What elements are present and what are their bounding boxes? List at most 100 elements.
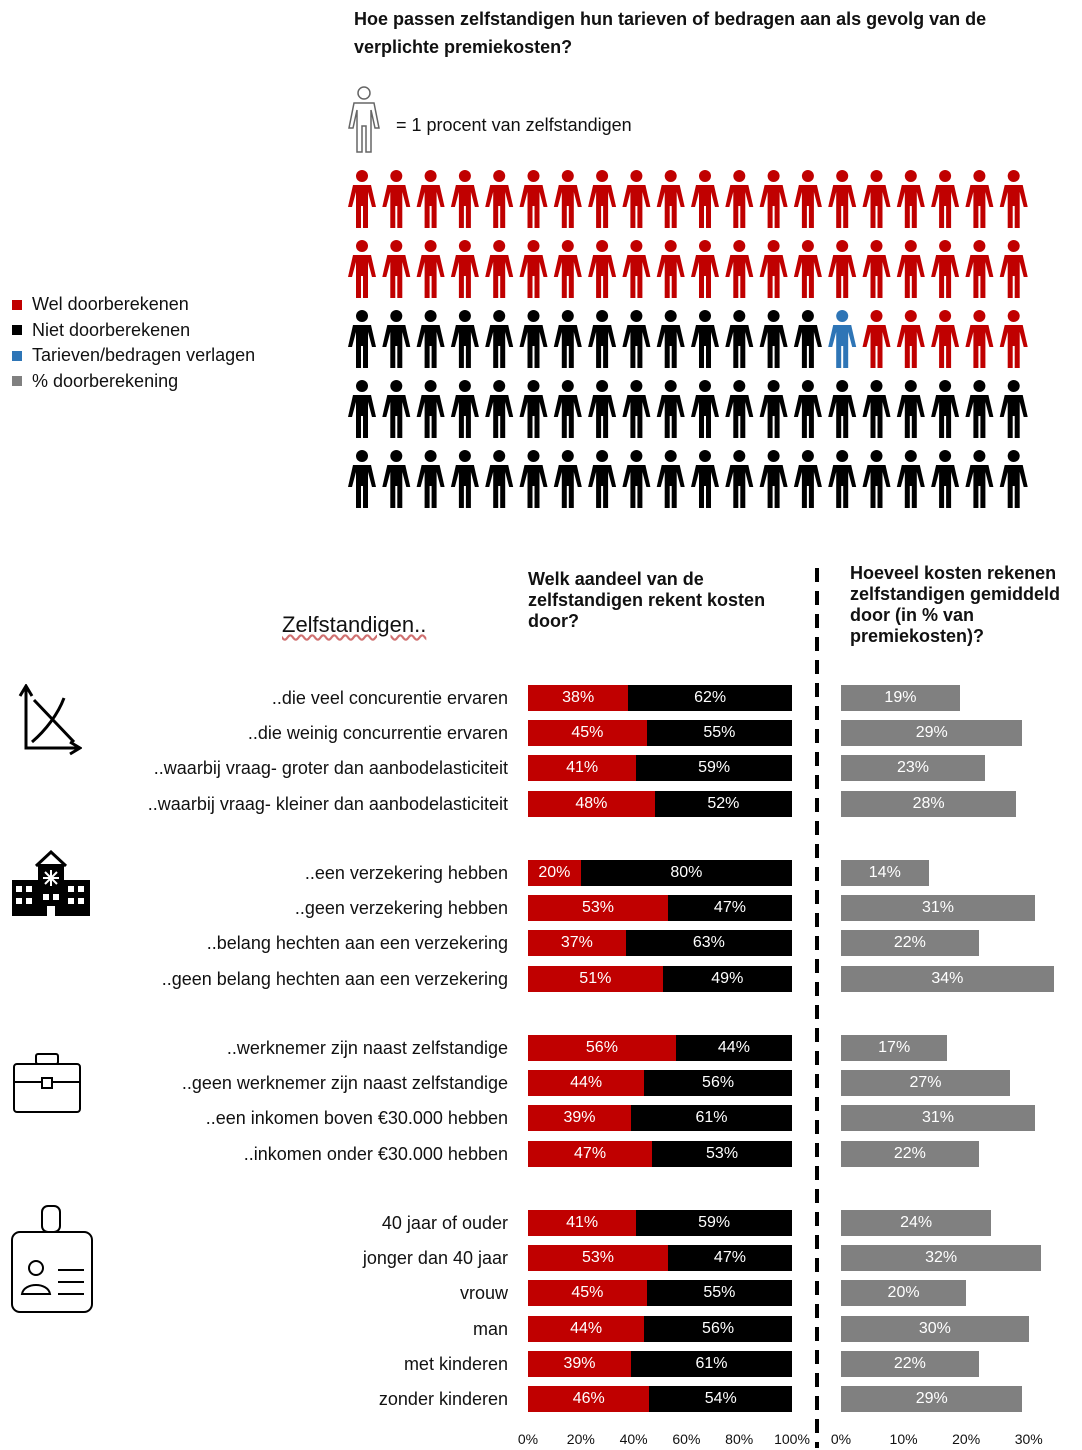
wel-doorberekenen-segment: 39% <box>528 1350 631 1377</box>
cost-bar: 22% <box>841 1140 979 1167</box>
niet-doorberekenen-segment: 61% <box>630 1105 792 1132</box>
cost-bar: 19% <box>841 685 960 711</box>
person-icon <box>793 240 822 298</box>
person-icon <box>999 450 1028 508</box>
cost-chart-header: Hoeveel kosten rekenen zelfstandigen gem… <box>850 563 1061 646</box>
person-icon <box>965 240 994 298</box>
niet-doorberekenen-segment: 56% <box>644 1315 792 1342</box>
wel-doorberekenen-segment: 38% <box>528 685 629 711</box>
person-icon <box>519 380 548 438</box>
wel-doorberekenen-segment: 41% <box>528 1210 637 1236</box>
person-icon <box>450 170 479 228</box>
person-icon <box>759 450 788 508</box>
wel-doorberekenen-segment: 46% <box>528 1386 650 1412</box>
niet-doorberekenen-segment: 62% <box>628 685 792 711</box>
legend-item-doorberekening: % doorberekening <box>12 369 255 395</box>
person-icon <box>931 170 960 228</box>
cost-axis-tick: 0% <box>830 1431 852 1447</box>
person-icon <box>931 310 960 368</box>
share-bar: 45% 55% <box>528 1280 792 1307</box>
share-bar: 56% 44% <box>528 1035 792 1061</box>
person-icon <box>450 450 479 508</box>
person-icon <box>999 240 1028 298</box>
share-bar: 37% 63% <box>528 930 792 957</box>
person-icon <box>656 170 685 228</box>
person-icon <box>999 380 1028 438</box>
row-label: ..een inkomen boven €30.000 hebben <box>205 1108 508 1129</box>
wel-doorberekenen-segment: 41% <box>528 755 637 782</box>
person-icon <box>828 450 857 508</box>
row-label: ..werknemer zijn naast zelfstandige <box>226 1038 508 1058</box>
cost-bar: 20% <box>841 1280 967 1307</box>
share-axis-tick: 40% <box>619 1431 648 1447</box>
share-bar: 47% 53% <box>528 1140 792 1167</box>
legend-item-verlagen: Tarieven/bedragen verlagen <box>12 343 255 369</box>
niet-doorberekenen-segment: 59% <box>636 1210 792 1236</box>
person-icon <box>622 450 651 508</box>
id-badge-icon <box>11 1205 93 1313</box>
person-icon <box>485 380 514 438</box>
person-icon <box>725 170 754 228</box>
person-icon <box>416 450 445 508</box>
niet-doorberekenen-segment: 47% <box>667 895 792 922</box>
person-icon <box>519 170 548 228</box>
share-bar: 44% 56% <box>528 1070 792 1097</box>
supply-demand-chart-icon <box>18 684 82 756</box>
person-icon <box>622 310 651 368</box>
person-icon <box>485 310 514 368</box>
share-chart-header: Welk aandeel van de zelfstandigen rekent… <box>528 569 766 631</box>
cost-bar: 31% <box>841 1105 1035 1132</box>
person-icon <box>348 380 376 438</box>
wel-doorberekenen-segment: 51% <box>528 965 663 992</box>
person-icon <box>450 240 479 298</box>
wel-doorberekenen-segment: 45% <box>528 720 647 747</box>
cost-bar: 24% <box>841 1210 992 1236</box>
person-icon <box>793 170 822 228</box>
cost-bar: 30% <box>841 1315 1029 1342</box>
wel-doorberekenen-segment: 56% <box>528 1035 676 1061</box>
legend-label: Wel doorberekenen <box>32 294 189 314</box>
person-icon <box>862 240 891 298</box>
cost-bar: 23% <box>841 755 985 782</box>
person-icon <box>896 310 925 368</box>
cost-bar: 29% <box>841 720 1023 747</box>
share-bar: 46% 54% <box>528 1386 792 1412</box>
person-icon <box>485 240 514 298</box>
person-icon <box>382 170 411 228</box>
person-icon <box>896 380 925 438</box>
wel-doorberekenen-segment: 45% <box>528 1280 647 1307</box>
row-label: vrouw <box>459 1283 508 1304</box>
share-axis-tick: 80% <box>725 1431 754 1447</box>
row-label: ..geen belang hechten aan een verzekerin… <box>161 968 508 989</box>
cost-bar: 27% <box>841 1070 1010 1097</box>
person-icon <box>691 240 719 298</box>
niet-doorberekenen-segment: 54% <box>649 1386 792 1412</box>
person-icon <box>965 450 994 508</box>
person-icon <box>691 310 719 368</box>
zelfstandigen-label: Zelfstandigen.. <box>282 612 427 637</box>
row-label: met kinderen <box>403 1353 508 1374</box>
share-bar: 51% 49% <box>528 965 792 992</box>
row-label: ..die veel concurentie ervaren <box>271 688 508 708</box>
share-bar: 45% 55% <box>528 720 792 747</box>
cost-bar: 17% <box>841 1035 948 1061</box>
person-icon <box>759 240 788 298</box>
cost-bar: 32% <box>841 1245 1042 1272</box>
person-icon <box>896 450 925 508</box>
share-bar: 41% 59% <box>528 1210 792 1236</box>
person-icon <box>416 170 445 228</box>
person-icon <box>588 380 617 438</box>
person-icon <box>553 240 582 298</box>
legend-swatch <box>12 350 22 361</box>
person-icon <box>725 450 754 508</box>
person-icon <box>828 380 857 438</box>
person-icon <box>828 240 857 298</box>
person-icon <box>691 380 719 438</box>
niet-doorberekenen-segment: 53% <box>652 1140 792 1167</box>
wel-doorberekenen-segment: 53% <box>528 1245 668 1272</box>
person-icon <box>622 380 651 438</box>
person-icon <box>896 240 925 298</box>
row-label: ..inkomen onder €30.000 hebben <box>243 1143 508 1164</box>
person-icon <box>519 240 548 298</box>
person-icon <box>348 450 376 508</box>
